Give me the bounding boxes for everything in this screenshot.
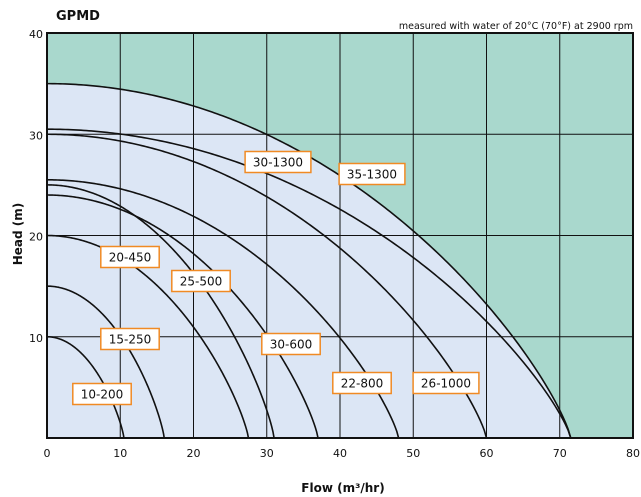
x-tick-label: 70	[553, 447, 567, 460]
curve-26-1000	[46, 133, 488, 439]
y-tick-label: 10	[29, 332, 43, 345]
curve-label-25-500: 25-500	[171, 269, 231, 293]
curve-label-30-1300: 30-1300	[244, 150, 312, 174]
x-tick-label: 10	[113, 447, 127, 460]
x-tick-label: 20	[187, 447, 201, 460]
grid-lines	[46, 32, 634, 439]
x-tick-label: 60	[480, 447, 494, 460]
curve-labels: 10-200 15-250 20-450 25-500 30-600 22-800 26-1…	[72, 150, 480, 406]
curve-label-text: 26-1000	[421, 377, 471, 391]
chart-subtitle: measured with water of 20°C (70°F) at 29…	[399, 21, 633, 32]
curve-label-22-800: 22-800	[332, 371, 392, 395]
curve-label-35-1300: 35-1300	[338, 162, 406, 186]
x-tick-label: 40	[333, 447, 347, 460]
curve-label-15-250: 15-250	[100, 327, 160, 351]
curve-label-text: 30-600	[270, 338, 313, 352]
curve-label-text: 20-450	[109, 251, 152, 265]
curve-label-text: 10-200	[81, 388, 124, 402]
y-axis-label: Head (m)	[11, 203, 25, 266]
curve-label-text: 25-500	[180, 275, 223, 289]
curve-25-500	[47, 184, 275, 439]
curve-label-text: 22-800	[341, 377, 384, 391]
curve-label-10-200: 10-200	[72, 382, 132, 406]
x-axis-label: Flow (m³/hr)	[301, 481, 384, 495]
curve-label-30-600: 30-600	[261, 332, 321, 356]
curve-label-20-450: 20-450	[100, 245, 160, 269]
axis-ticks: 0 10 20 30 40 50 60 70 80 10 20 30 40	[29, 28, 640, 460]
x-tick-label: 30	[260, 447, 274, 460]
curve-30-1300	[47, 128, 572, 439]
operating-area	[47, 83, 571, 438]
y-tick-label: 30	[29, 129, 43, 142]
curve-22-800	[46, 179, 400, 439]
curve-label-text: 30-1300	[253, 156, 303, 170]
curve-label-26-1000: 26-1000	[412, 371, 480, 395]
curve-label-text: 15-250	[109, 333, 152, 347]
x-tick-label: 50	[406, 447, 420, 460]
y-tick-label: 20	[29, 231, 43, 244]
curve-20-450	[47, 234, 250, 439]
x-tick-label: 80	[626, 447, 640, 460]
x-tick-label: 0	[44, 447, 51, 460]
curve-label-text: 35-1300	[347, 168, 397, 182]
y-tick-label: 40	[29, 28, 43, 41]
chart-title: GPMD	[56, 9, 100, 24]
curve-15-250	[47, 285, 165, 439]
